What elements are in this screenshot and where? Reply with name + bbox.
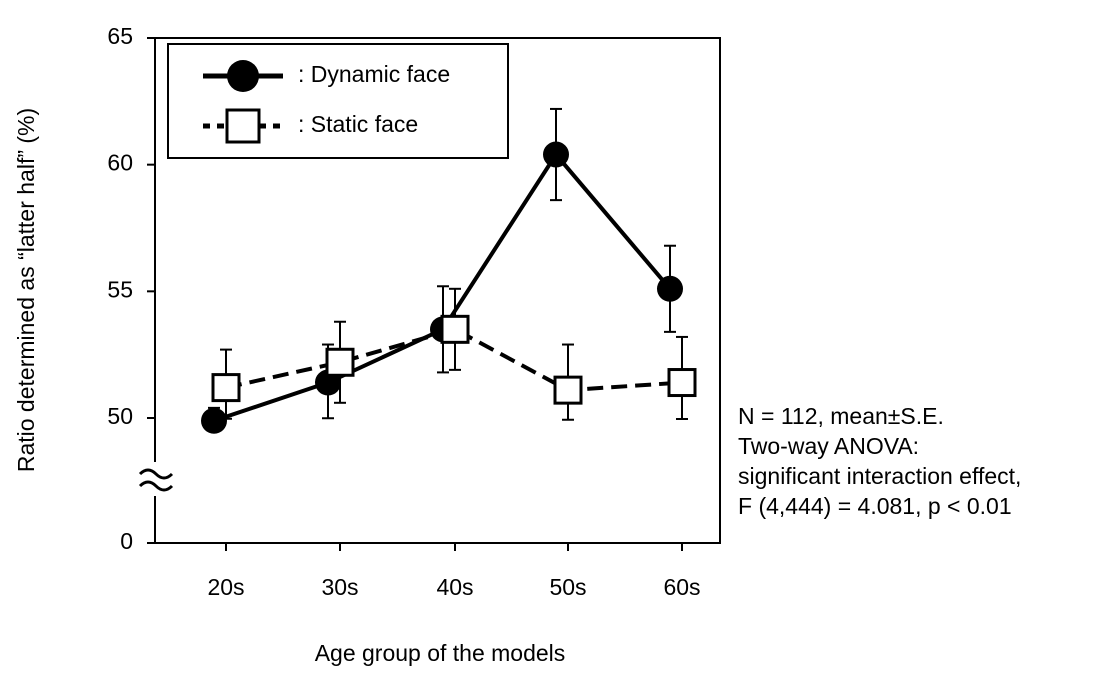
y-tick-label: 55 xyxy=(107,276,133,302)
legend-marker xyxy=(225,108,261,144)
x-tick-label: 40s xyxy=(436,574,473,600)
legend-label: : Static face xyxy=(298,111,418,137)
x-axis-title: Age group of the models xyxy=(315,640,566,666)
marker xyxy=(211,373,241,403)
legend-label: : Dynamic face xyxy=(298,61,450,87)
y-tick-label: 0 xyxy=(120,528,133,554)
annotation: significant interaction effect, xyxy=(738,463,1021,489)
marker xyxy=(325,347,355,377)
y-tick-label: 65 xyxy=(107,23,133,49)
series-line xyxy=(225,327,683,393)
annotation: F (4,444) = 4.081, p < 0.01 xyxy=(738,493,1012,519)
marker xyxy=(201,407,227,434)
marker xyxy=(553,375,583,405)
legend-marker xyxy=(227,60,259,92)
axis-break xyxy=(138,462,174,496)
y-axis-title: Ratio determined as “latter half” (%) xyxy=(13,108,39,472)
x-tick-label: 50s xyxy=(549,574,586,600)
marker xyxy=(543,141,569,168)
marker xyxy=(657,275,683,302)
legend-box xyxy=(167,43,509,159)
x-tick-label: 60s xyxy=(663,574,700,600)
y-tick-label: 60 xyxy=(107,150,133,176)
x-tick-label: 20s xyxy=(207,574,244,600)
x-tick-label: 30s xyxy=(321,574,358,600)
y-tick-label: 50 xyxy=(107,403,133,429)
marker xyxy=(440,314,470,344)
annotation: Two-way ANOVA: xyxy=(738,433,919,459)
marker xyxy=(667,368,697,398)
annotation: N = 112, mean±S.E. xyxy=(738,403,944,429)
